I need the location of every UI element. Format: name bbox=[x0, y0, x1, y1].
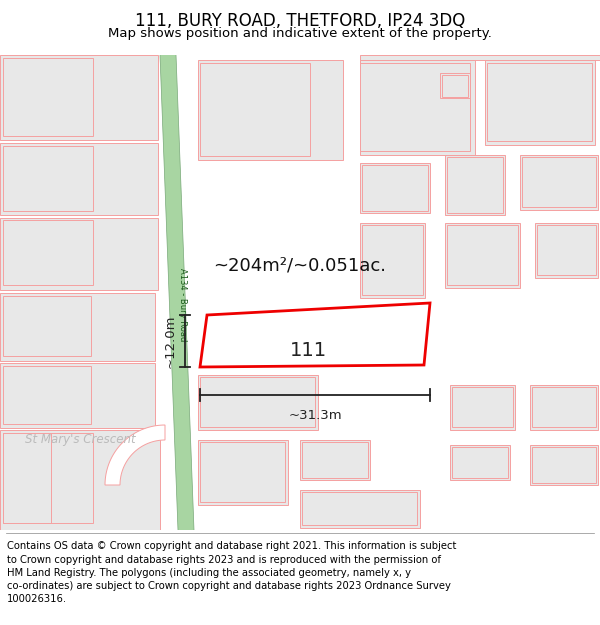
Bar bbox=[3, 58, 93, 136]
Bar bbox=[0, 293, 155, 361]
Bar bbox=[362, 165, 428, 211]
Bar bbox=[450, 445, 510, 480]
Bar bbox=[362, 225, 423, 295]
Bar bbox=[300, 490, 420, 528]
Bar bbox=[0, 55, 158, 140]
Text: 111: 111 bbox=[289, 341, 326, 359]
Bar bbox=[452, 387, 513, 427]
Bar bbox=[452, 447, 508, 478]
Text: ~12.0m: ~12.0m bbox=[164, 314, 177, 368]
Bar bbox=[445, 223, 520, 288]
Polygon shape bbox=[200, 303, 430, 367]
Text: Map shows position and indicative extent of the property.: Map shows position and indicative extent… bbox=[108, 27, 492, 39]
Bar bbox=[200, 377, 315, 427]
Bar bbox=[530, 385, 598, 430]
Bar bbox=[487, 63, 592, 141]
Bar bbox=[0, 143, 158, 215]
Bar bbox=[532, 387, 596, 427]
Bar bbox=[360, 163, 430, 213]
Bar bbox=[440, 73, 470, 98]
Bar bbox=[532, 447, 596, 483]
Bar bbox=[522, 157, 596, 207]
Bar bbox=[360, 60, 475, 155]
Bar bbox=[300, 440, 370, 480]
Bar bbox=[198, 375, 318, 430]
Text: St Mary's Crescent: St Mary's Crescent bbox=[25, 434, 136, 446]
Bar bbox=[0, 218, 158, 290]
Text: A134 - Bury Road: A134 - Bury Road bbox=[179, 268, 187, 342]
Bar bbox=[535, 223, 598, 278]
Bar bbox=[520, 155, 598, 210]
Bar bbox=[3, 433, 93, 523]
Bar bbox=[537, 225, 596, 275]
Bar bbox=[360, 223, 425, 298]
Bar bbox=[3, 146, 93, 211]
Bar bbox=[3, 296, 91, 356]
Bar bbox=[360, 63, 470, 151]
Bar bbox=[3, 220, 93, 285]
Bar bbox=[200, 442, 285, 502]
Bar bbox=[445, 155, 505, 215]
Bar bbox=[485, 60, 595, 145]
Text: Contains OS data © Crown copyright and database right 2021. This information is : Contains OS data © Crown copyright and d… bbox=[7, 541, 457, 604]
Polygon shape bbox=[105, 425, 165, 485]
Bar bbox=[450, 385, 515, 430]
Bar bbox=[360, 55, 600, 60]
Bar bbox=[3, 366, 91, 424]
Bar bbox=[198, 440, 288, 505]
Bar bbox=[200, 63, 310, 156]
Bar bbox=[442, 75, 468, 97]
Text: ~204m²/~0.051ac.: ~204m²/~0.051ac. bbox=[214, 256, 386, 274]
Bar bbox=[447, 157, 503, 213]
Bar bbox=[302, 442, 368, 478]
Bar bbox=[302, 492, 417, 525]
Polygon shape bbox=[160, 55, 194, 530]
Bar bbox=[530, 445, 598, 485]
Bar bbox=[447, 225, 518, 285]
Bar bbox=[0, 430, 160, 530]
Bar bbox=[3, 433, 51, 523]
Bar bbox=[0, 363, 155, 428]
Text: 111, BURY ROAD, THETFORD, IP24 3DQ: 111, BURY ROAD, THETFORD, IP24 3DQ bbox=[135, 12, 465, 30]
Text: ~31.3m: ~31.3m bbox=[288, 409, 342, 422]
Bar bbox=[198, 60, 343, 160]
